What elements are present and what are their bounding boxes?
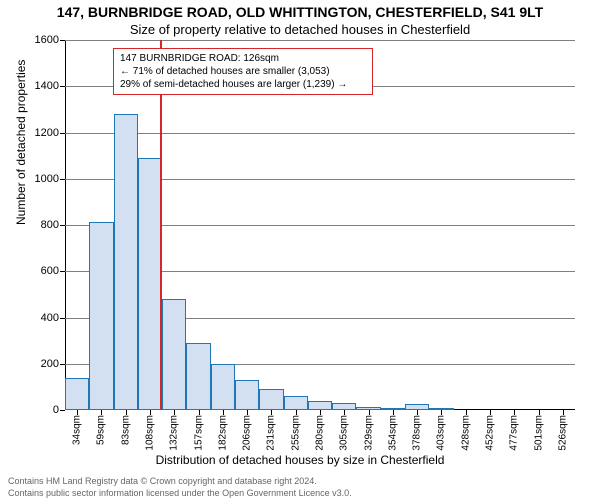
histogram-bar [308,401,332,410]
x-tick-label: 477sqm [509,415,520,451]
x-tick-label: 428sqm [460,415,471,451]
x-tick-label: 34sqm [72,415,83,445]
info-box-line: ← 71% of detached houses are smaller (3,… [120,65,366,78]
x-tick-label: 501sqm [533,415,544,451]
histogram-bar [162,299,186,410]
histogram-bar [89,222,113,410]
histogram-bar [211,364,235,410]
histogram-bar [332,403,356,410]
y-tick-label: 200 [19,358,59,370]
x-tick-label: 59sqm [96,415,107,445]
y-tick-label: 1400 [19,80,59,92]
y-tick-label: 0 [19,404,59,416]
y-tick [60,364,65,365]
x-tick-label: 206sqm [242,415,253,451]
marker-line [160,40,162,410]
info-box: 147 BURNBRIDGE ROAD: 126sqm← 71% of deta… [113,48,373,95]
y-tick [60,225,65,226]
x-tick-label: 526sqm [557,415,568,451]
chart-subtitle: Size of property relative to detached ho… [0,22,600,37]
y-tick-label: 1200 [19,127,59,139]
footer-copyright: Contains HM Land Registry data © Crown c… [8,476,317,486]
y-tick-label: 800 [19,219,59,231]
y-tick [60,410,65,411]
y-tick-label: 400 [19,312,59,324]
histogram-bar [186,343,210,410]
histogram-bar [114,114,138,410]
gridline [65,40,575,41]
y-tick-label: 1600 [19,34,59,46]
histogram-bar [284,396,308,410]
x-tick-label: 354sqm [387,415,398,451]
histogram-bar [138,158,162,410]
histogram-bar [65,378,89,410]
footer-license: Contains public sector information licen… [8,488,352,498]
gridline [65,133,575,134]
x-axis-label: Distribution of detached houses by size … [0,453,600,467]
y-tick-label: 1000 [19,173,59,185]
y-tick [60,40,65,41]
x-tick-label: 452sqm [485,415,496,451]
x-tick-label: 329sqm [363,415,374,451]
x-tick-label: 108sqm [145,415,156,451]
histogram-bar [235,380,259,410]
chart-title: 147, BURNBRIDGE ROAD, OLD WHITTINGTON, C… [0,4,600,20]
x-tick-label: 182sqm [217,415,228,451]
y-tick [60,271,65,272]
chart-container: 147, BURNBRIDGE ROAD, OLD WHITTINGTON, C… [0,0,600,500]
y-tick [60,133,65,134]
x-tick-label: 280sqm [315,415,326,451]
x-tick-label: 83sqm [120,415,131,445]
x-tick-label: 403sqm [436,415,447,451]
x-tick-label: 157sqm [193,415,204,451]
plot-area: 0200400600800100012001400160034sqm59sqm8… [65,40,575,410]
info-box-line: 147 BURNBRIDGE ROAD: 126sqm [120,52,366,65]
y-tick [60,179,65,180]
x-tick-label: 231sqm [266,415,277,451]
x-tick-label: 255sqm [290,415,301,451]
histogram-bar [259,389,283,410]
x-tick-label: 305sqm [339,415,350,451]
y-tick-label: 600 [19,265,59,277]
x-tick-label: 378sqm [412,415,423,451]
y-tick [60,318,65,319]
x-tick-label: 132sqm [169,415,180,451]
info-box-line: 29% of semi-detached houses are larger (… [120,78,366,91]
y-tick [60,86,65,87]
